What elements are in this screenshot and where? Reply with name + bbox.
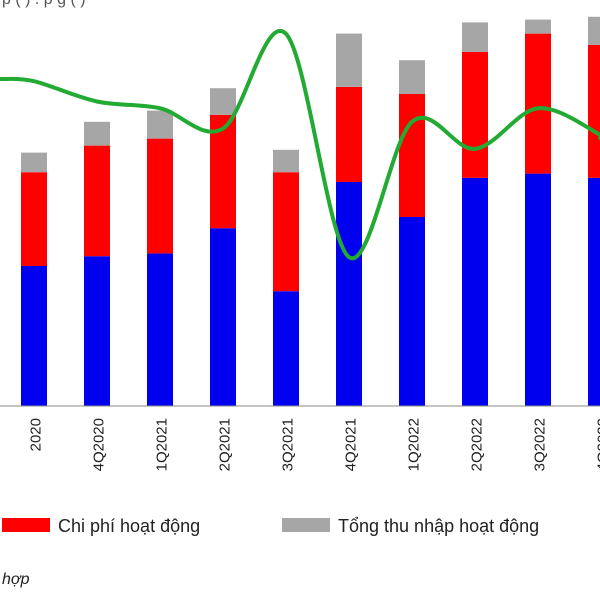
bar-segment-blue-5 (336, 182, 362, 406)
x-tick-label: 1Q2022 (405, 418, 422, 471)
bar-segment-blue-6 (399, 217, 425, 406)
x-tick-label: 1Q2021 (153, 418, 170, 471)
bar-segment-tong-thu-nhap-2 (147, 110, 173, 139)
bar-segment-blue-3 (210, 228, 236, 406)
legend-label-tong-thu-nhap: Tổng thu nhập hoạt động (338, 516, 539, 536)
x-tick-label: 2Q2022 (468, 418, 485, 471)
bar-segment-tong-thu-nhap-9 (588, 16, 600, 45)
x-tick-label: 3Q2022 (531, 418, 548, 471)
bar-segment-chi-phi-0 (21, 172, 47, 266)
bar-segment-chi-phi-1 (84, 145, 110, 257)
bar-segment-tong-thu-nhap-5 (336, 33, 362, 87)
bar-segment-tong-thu-nhap-8 (525, 19, 551, 34)
x-tick-labels: 2020 4Q2020 1Q2021 2Q2021 3Q2021 4Q2021 1Q2022… (27, 418, 600, 471)
x-tick-label: 2Q2021 (216, 418, 233, 471)
legend: Chi phí hoạt động Tổng thu nhập hoạt độn… (2, 516, 539, 536)
bar-segment-chi-phi-8 (525, 33, 551, 174)
bar-segment-blue-4 (273, 291, 299, 406)
bar-segment-tong-thu-nhap-4 (273, 149, 299, 173)
source-note: hợp (2, 571, 30, 588)
chart-title-fragment: p ( ) . p g ( ) (2, 0, 86, 8)
line-layer (0, 29, 600, 261)
bar-segment-tong-thu-nhap-0 (21, 152, 47, 173)
bar-segment-chi-phi-3 (210, 114, 236, 229)
bar-segment-blue-1 (84, 256, 110, 406)
bar-segment-tong-thu-nhap-6 (399, 60, 425, 94)
legend-swatch-tong-thu-nhap (282, 518, 330, 532)
x-tick-label: 4Q2020 (90, 418, 107, 471)
x-tick-label: 2020 (27, 418, 44, 451)
bar-segment-chi-phi-2 (147, 138, 173, 254)
bar-segment-chi-phi-9 (588, 44, 600, 178)
bar-segment-blue-9 (588, 177, 600, 406)
bar-segment-chi-phi-7 (462, 51, 488, 178)
bar-segment-blue-2 (147, 253, 173, 406)
bar-segment-blue-8 (525, 173, 551, 406)
legend-label-chi-phi: Chi phí hoạt động (58, 516, 200, 536)
x-tick-label: 4Q2022 (594, 418, 600, 471)
bar-segment-tong-thu-nhap-7 (462, 22, 488, 52)
bar-segment-tong-thu-nhap-1 (84, 121, 110, 146)
bar-segment-blue-7 (462, 177, 488, 406)
ratio-line (0, 29, 600, 261)
legend-swatch-chi-phi (2, 518, 50, 532)
bar-segment-tong-thu-nhap-3 (210, 88, 236, 115)
bar-segment-chi-phi-5 (336, 86, 362, 182)
x-tick-label: 4Q2021 (342, 418, 359, 471)
bars-layer (21, 16, 600, 406)
bar-segment-chi-phi-4 (273, 172, 299, 292)
bar-segment-blue-0 (21, 266, 47, 406)
bar-segment-chi-phi-6 (399, 93, 425, 217)
x-tick-label: 3Q2021 (279, 418, 296, 471)
